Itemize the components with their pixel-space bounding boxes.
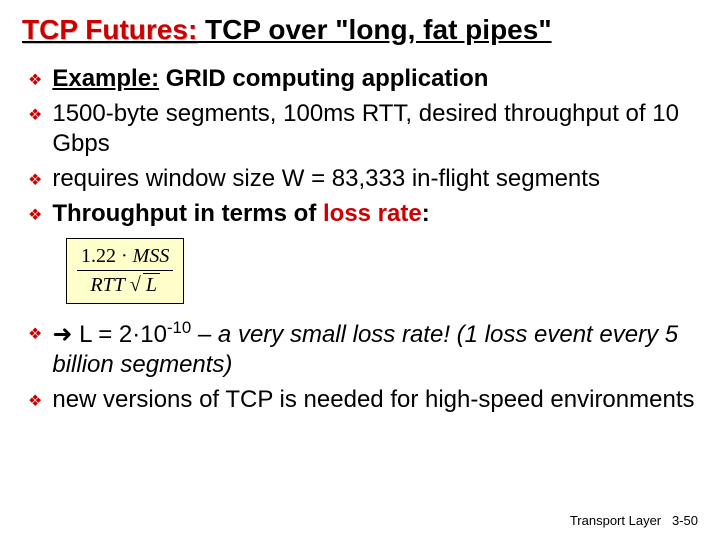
- bullet-list-1: ❖Example: GRID computing application ❖15…: [22, 64, 698, 228]
- bullet-icon: ❖: [28, 106, 42, 126]
- list-item: ❖Throughput in terms of loss rate:: [28, 199, 698, 228]
- slide-title: TCP Futures: TCP over "long, fat pipes": [22, 14, 698, 46]
- bullet-icon: ❖: [28, 206, 42, 226]
- bullet-icon: ❖: [28, 392, 42, 412]
- formula-numerator: 1.22 · MSS: [77, 245, 173, 271]
- bullet-icon: ❖: [28, 171, 42, 191]
- slide-footer: Transport Layer 3-50: [570, 513, 698, 528]
- title-part2: TCP over "long, fat pipes": [197, 14, 551, 45]
- bullet-icon: ❖: [28, 71, 42, 91]
- formula-denominator: RTT √L: [77, 271, 173, 297]
- list-item: ❖new versions of TCP is needed for high-…: [28, 385, 698, 414]
- footer-page: 3-50: [672, 513, 698, 528]
- list-item: ❖Example: GRID computing application: [28, 64, 698, 93]
- footer-label: Transport Layer: [570, 513, 661, 528]
- list-item: ❖1500-byte segments, 100ms RTT, desired …: [28, 99, 698, 158]
- list-item: ❖➜ L = 2·10-10 – a very small loss rate!…: [28, 318, 698, 379]
- title-part1: TCP Futures:: [22, 14, 197, 45]
- formula-box: 1.22 · MSS RTT √L: [66, 238, 698, 304]
- list-item: ❖requires window size W = 83,333 in-flig…: [28, 164, 698, 193]
- bullet-icon: ❖: [28, 325, 42, 345]
- bullet-list-2: ❖➜ L = 2·10-10 – a very small loss rate!…: [22, 318, 698, 414]
